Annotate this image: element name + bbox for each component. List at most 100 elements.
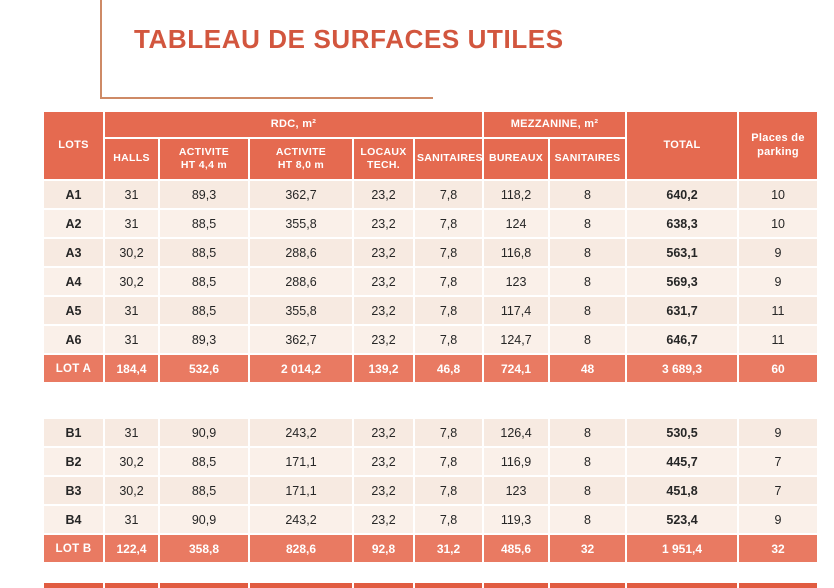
cell: 32 [548, 533, 628, 564]
cell: 243,2 [248, 504, 354, 535]
cell: 8 [548, 324, 628, 355]
col-header-locaux-tech: LOCAUX TECH. [352, 137, 415, 181]
cell: 891,4 [158, 581, 250, 588]
table-row: A1 31 89,3 362,7 23,2 7,8 118,2 8 640,2 10 [42, 179, 820, 210]
col-header-activite-44: ACTIVITE HT 4,4 m [158, 137, 250, 181]
cell: 355,8 [248, 295, 354, 326]
cell: 1 209,7 [482, 581, 551, 588]
row-label: B4 [42, 504, 105, 535]
table-row: A4 30,2 88,5 288,6 23,2 7,8 123 8 569,3 9 [42, 266, 820, 297]
cell: 23,2 [352, 208, 415, 239]
cell: 123 [482, 475, 551, 506]
table-row: A3 30,2 88,5 288,6 23,2 7,8 116,8 8 563,1 9 [42, 237, 820, 268]
table-header: LOTS RDC, m² MEZZANINE, m² TOTAL Places … [42, 110, 820, 181]
cell: 88,5 [158, 266, 250, 297]
header-group-row: LOTS RDC, m² MEZZANINE, m² TOTAL Places … [42, 110, 820, 181]
cell: 122,4 [103, 533, 160, 564]
cell: 7 [737, 475, 820, 506]
cell: 8 [548, 417, 628, 448]
cell: 8 [548, 237, 628, 268]
cell: 123 [482, 266, 551, 297]
cell: 5 640,7 [625, 581, 740, 588]
cell: 3 689,3 [625, 353, 740, 384]
section-gap-cell [43, 563, 819, 582]
cell: 7 [737, 446, 820, 477]
cell: 126,4 [482, 417, 551, 448]
cell: 8 [548, 179, 628, 210]
row-label: LOT B [42, 533, 105, 564]
cell: 184,4 [103, 353, 160, 384]
cell: 243,2 [248, 417, 354, 448]
total-row: TOTAL306,8891,42 842,8232781 209,7805 64… [42, 581, 820, 588]
row-label: A3 [42, 237, 105, 268]
cell: 2 014,2 [248, 353, 354, 384]
row-label: B2 [42, 446, 105, 477]
table-row: B2 30,2 88,5 171,1 23,2 7,8 116,9 8 445,7 7 [42, 446, 820, 477]
cell: 92,8 [352, 533, 415, 564]
cell: 10 [737, 208, 820, 239]
cell: 2 842,8 [248, 581, 354, 588]
cell: 31 [103, 179, 160, 210]
cell: 60 [737, 353, 820, 384]
cell: 78 [412, 581, 485, 588]
subtotal-row: LOT A 184,4 532,6 2 014,2 139,2 46,8 724,1 48 3 … [42, 353, 820, 384]
cell: 30,2 [103, 446, 160, 477]
cell: 8 [548, 504, 628, 535]
cell: 11 [737, 324, 820, 355]
section-gap-cell [43, 383, 819, 418]
cell: 485,6 [482, 533, 551, 564]
row-label: LOT A [42, 353, 105, 384]
cell: 89,3 [158, 324, 250, 355]
cell: 31,2 [412, 533, 485, 564]
cell: 88,5 [158, 446, 250, 477]
cell: 306,8 [103, 581, 160, 588]
cell: 139,2 [352, 353, 415, 384]
cell: 124 [482, 208, 551, 239]
cell: 828,6 [248, 533, 354, 564]
table-row: A2 31 88,5 355,8 23,2 7,8 124 8 638,3 10 [42, 208, 820, 239]
cell: 523,4 [625, 504, 740, 535]
cell: 355,8 [248, 208, 354, 239]
cell: 638,3 [625, 208, 740, 239]
cell: 724,1 [482, 353, 551, 384]
cell: 631,7 [625, 295, 740, 326]
section-gap [43, 383, 819, 418]
cell: 288,6 [248, 237, 354, 268]
cell: 7,8 [412, 446, 485, 477]
cell: 116,9 [482, 446, 551, 477]
row-label: TOTAL [42, 581, 105, 588]
col-header-halls: HALLS [103, 137, 160, 181]
cell: 451,8 [625, 475, 740, 506]
cell: 362,7 [248, 179, 354, 210]
cell: 7,8 [412, 504, 485, 535]
cell: 90,9 [158, 417, 250, 448]
cell: 530,5 [625, 417, 740, 448]
cell: 7,8 [412, 237, 485, 268]
cell: 288,6 [248, 266, 354, 297]
table-row: B1 31 90,9 243,2 23,2 7,8 126,4 8 530,5 9 [42, 417, 820, 448]
table-row: B3 30,2 88,5 171,1 23,2 7,8 123 8 451,8 7 [42, 475, 820, 506]
cell: 118,2 [482, 179, 551, 210]
cell: 31 [103, 324, 160, 355]
cell: 80 [548, 581, 628, 588]
cell: 8 [548, 266, 628, 297]
cell: 23,2 [352, 504, 415, 535]
title-accent-horizontal-line [100, 97, 433, 99]
table-row: A5 31 88,5 355,8 23,2 7,8 117,4 8 631,7 11 [42, 295, 820, 326]
group-header-mezzanine: MEZZANINE, m² [482, 110, 628, 139]
cell: 9 [737, 504, 820, 535]
cell: 445,7 [625, 446, 740, 477]
cell: 532,6 [158, 353, 250, 384]
cell: 31 [103, 417, 160, 448]
col-header-total: TOTAL [625, 110, 740, 181]
cell: 569,3 [625, 266, 740, 297]
row-label: A6 [42, 324, 105, 355]
cell: 7,8 [412, 208, 485, 239]
cell: 32 [737, 533, 820, 564]
cell: 10 [737, 179, 820, 210]
cell: 8 [548, 446, 628, 477]
col-header-bureaux: BUREAUX [482, 137, 551, 181]
cell: 9 [737, 237, 820, 268]
cell: 7,8 [412, 475, 485, 506]
